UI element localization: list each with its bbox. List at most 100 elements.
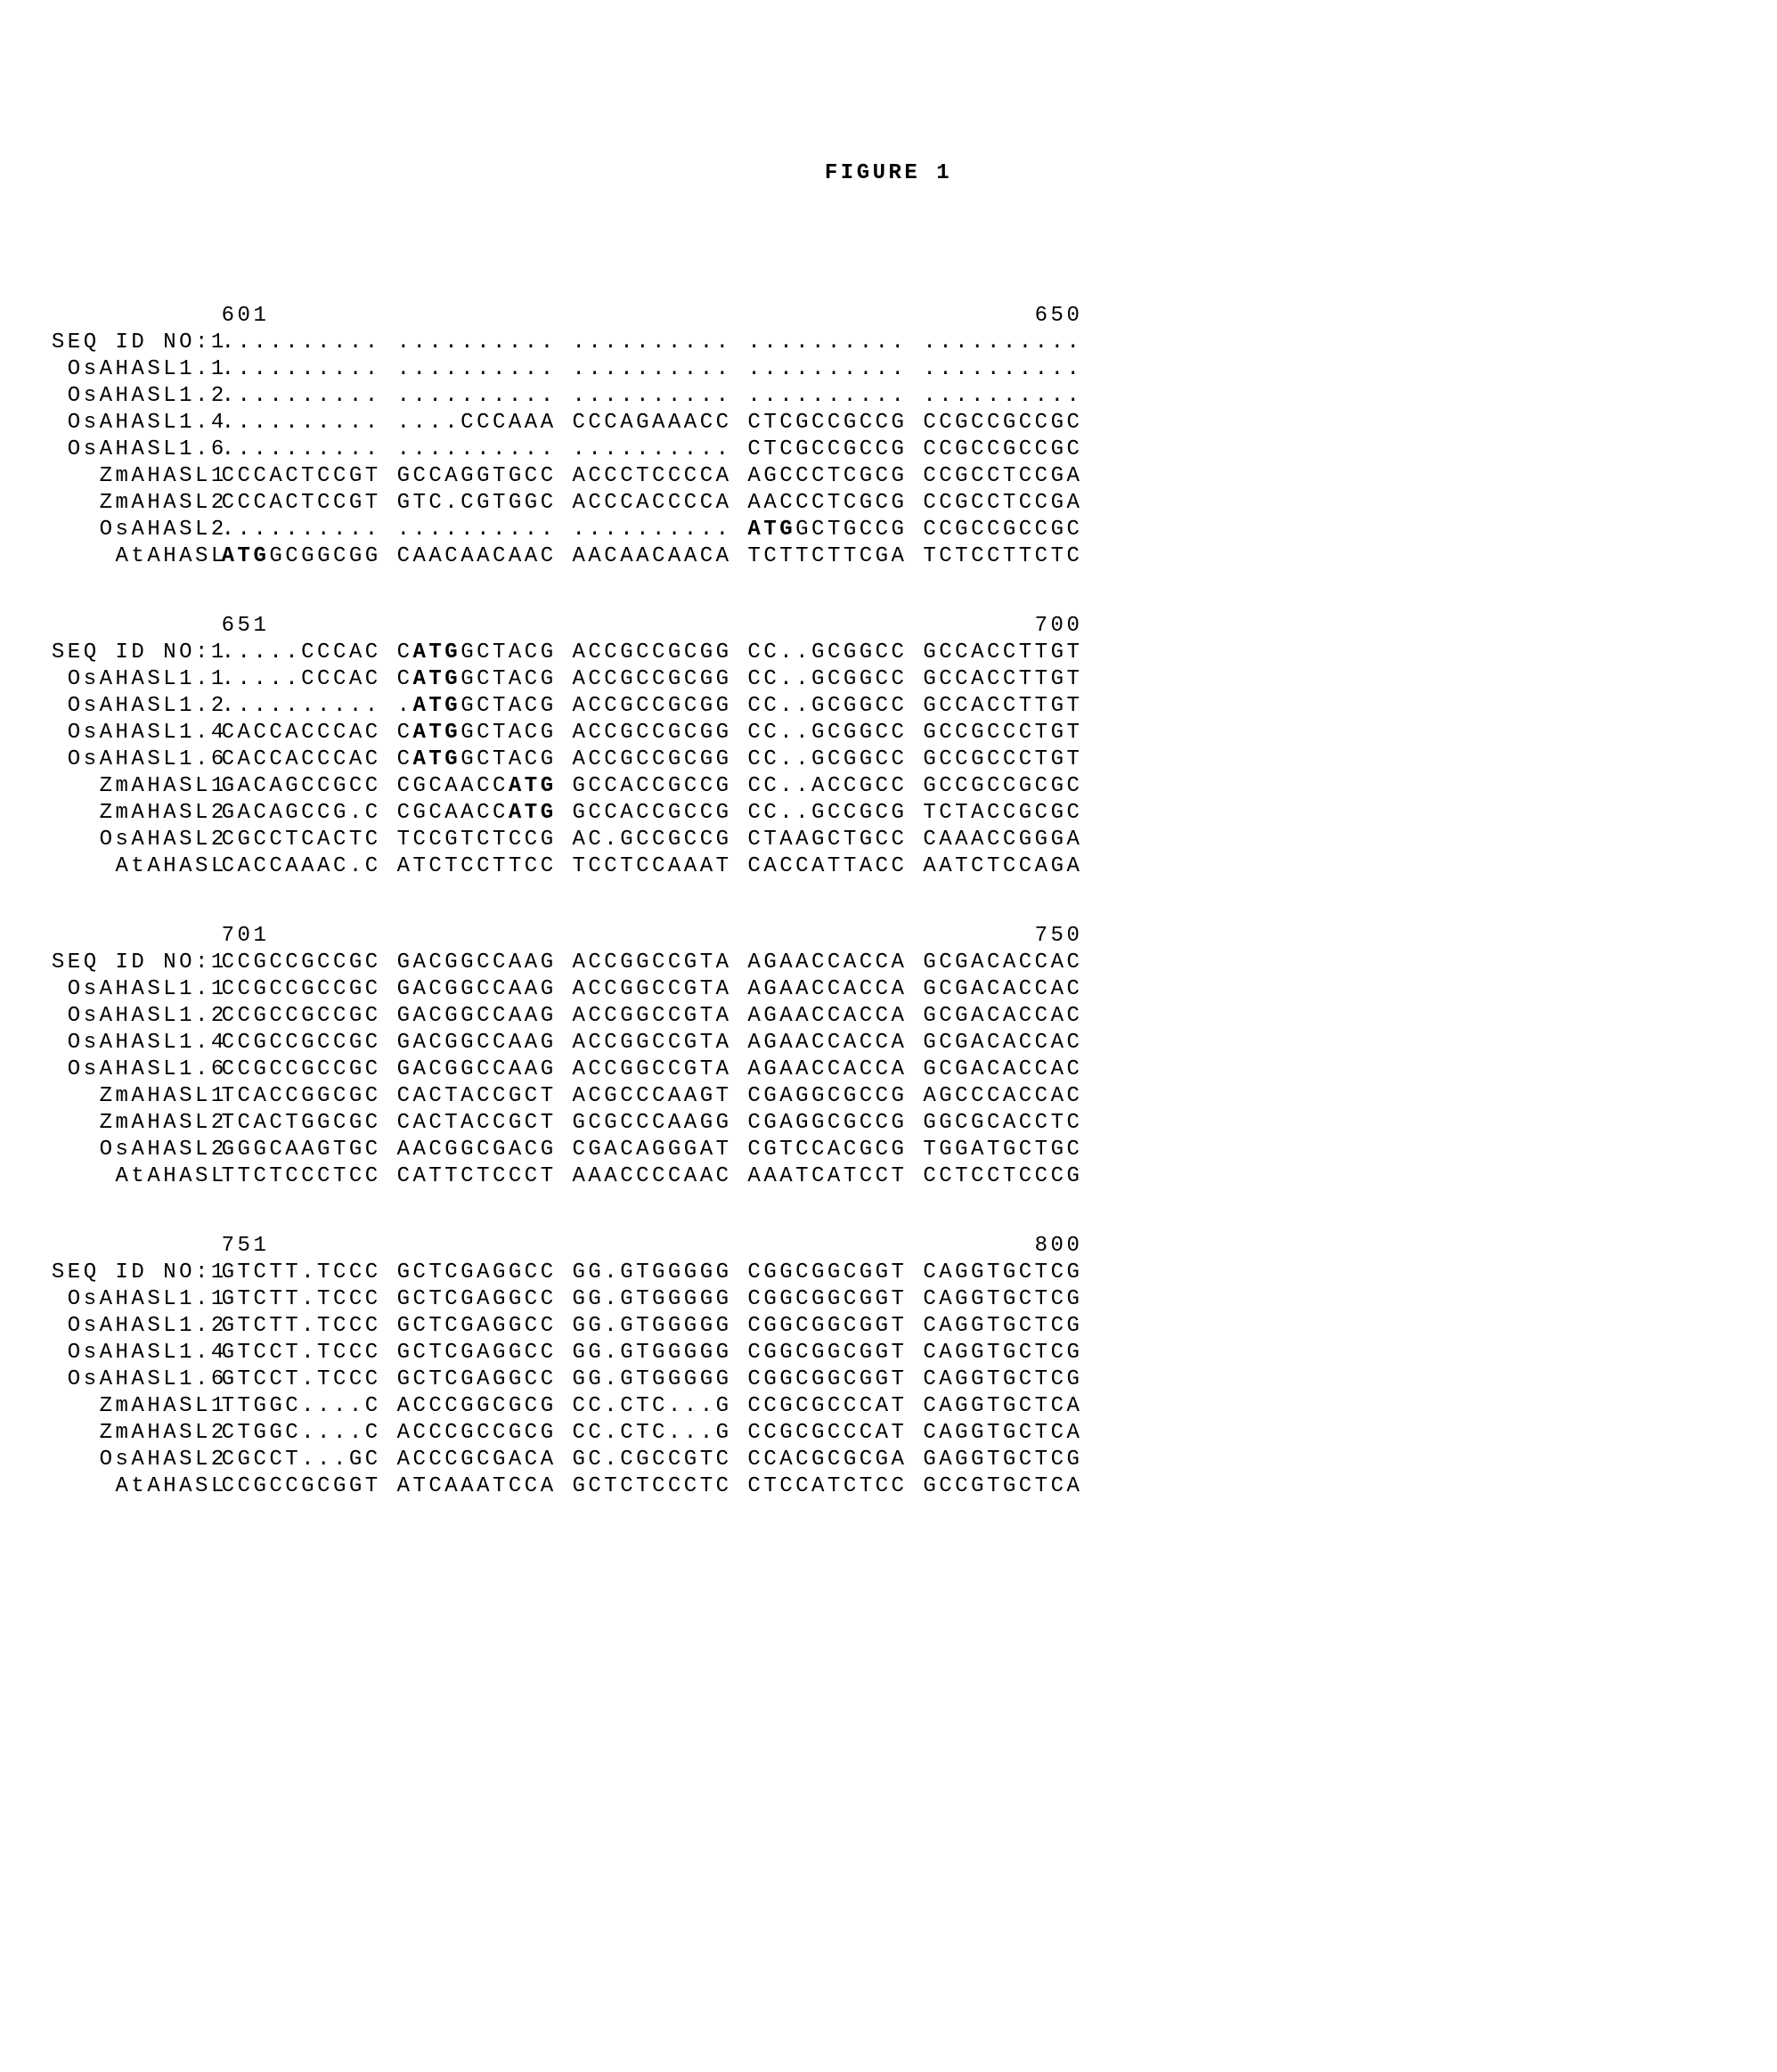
sequence-data: CTGGC....C ACCCGCCGCG CC.CTC...G CCGCGCC…: [222, 1421, 1083, 1445]
sequence-name: OsAHASL1.4: [36, 410, 190, 436]
sequence-row: OsAHASL1.2 CCGCCGCCGC GACGGCCAAG ACCGGCC…: [36, 1003, 1741, 1030]
sequence-row: OsAHASL1.6 CCGCCGCCGC GACGGCCAAG ACCGGCC…: [36, 1056, 1741, 1083]
sequence-row: ZmAHASL1 CCCACTCCGT GCCAGGTGCC ACCCTCCCC…: [36, 463, 1741, 490]
pos-label: [36, 923, 190, 950]
sequence-data: CCGCCGCCGC GACGGCCAAG ACCGGCCGTA AGAACCA…: [222, 1031, 1083, 1055]
sequence-row: ZmAHASL1 GACAGCCGCC CGCAACCATG GCCACCGCC…: [36, 773, 1741, 800]
sequence-row: OsAHASL1.4 CCGCCGCCGC GACGGCCAAG ACCGGCC…: [36, 1030, 1741, 1056]
alignment-block: 751 800 SEQ ID NO:1 GTCTT.TCCC GCTCGAGGC…: [36, 1233, 1741, 1500]
sequence-row: OsAHASL1.6 GTCCT.TCCC GCTCGAGGCC GG.GTGG…: [36, 1366, 1741, 1393]
sequence-name: OsAHASL1.4: [36, 720, 190, 746]
sequence-data: GTCTT.TCCC GCTCGAGGCC GG.GTGGGGG CGGCGGC…: [222, 1287, 1083, 1311]
sequence-data: CGCCT...GC ACCCGCGACA GC.CGCCGTC CCACGCG…: [222, 1448, 1083, 1472]
sequence-name: OsAHASL2: [36, 1447, 190, 1473]
sequence-name: SEQ ID NO:1: [36, 640, 190, 666]
sequence-data: TCACCGGCGC CACTACCGCT ACGCCCAAGT CGAGGCG…: [222, 1084, 1083, 1108]
pos-label: [36, 613, 190, 640]
sequence-data: .......... .......... .......... ATGGCTG…: [222, 518, 1083, 542]
sequence-row: OsAHASL1.1 .......... .......... .......…: [36, 356, 1741, 383]
sequence-name: ZmAHASL2: [36, 800, 190, 827]
pos-label: [36, 303, 190, 330]
sequence-name: ZmAHASL2: [36, 1420, 190, 1447]
sequence-row: AtAHASL TTCTCCCTCC CATTCTCCCT AAACCCCAAC…: [36, 1163, 1741, 1190]
sequence-name: OsAHASL1.6: [36, 1366, 190, 1393]
sequence-data: TTCTCCCTCC CATTCTCCCT AAACCCCAAC AAATCAT…: [222, 1164, 1083, 1188]
sequence-name: OsAHASL2: [36, 517, 190, 543]
sequence-name: OsAHASL1.2: [36, 693, 190, 720]
sequence-name: ZmAHASL1: [36, 463, 190, 490]
sequence-data: .....CCCAC CATGGCTACG ACCGCCGCGG CC..GCG…: [222, 640, 1083, 665]
sequence-row: OsAHASL1.6 .......... .......... .......…: [36, 436, 1741, 463]
sequence-data: CCCACTCCGT GCCAGGTGCC ACCCTCCCCA AGCCCTC…: [222, 464, 1083, 488]
sequence-row: AtAHASL CACCAAAC.C ATCTCCTTCC TCCTCCAAAT…: [36, 853, 1741, 880]
sequence-name: SEQ ID NO:1: [36, 950, 190, 976]
sequence-data: GTCTT.TCCC GCTCGAGGCC GG.GTGGGGG CGGCGGC…: [222, 1260, 1083, 1285]
sequence-row: ZmAHASL2 TCACTGGCGC CACTACCGCT GCGCCCAAG…: [36, 1110, 1741, 1137]
sequence-row: OsAHASL1.1 .....CCCAC CATGGCTACG ACCGCCG…: [36, 666, 1741, 693]
sequence-data: .......... ....CCCAAA CCCAGAAACC CTCGCCG…: [222, 411, 1083, 435]
sequence-row: OsAHASL1.2 .......... .ATGGCTACG ACCGCCG…: [36, 693, 1741, 720]
sequence-row: OsAHASL1.4 .......... ....CCCAAA CCCAGAA…: [36, 410, 1741, 436]
sequence-name: ZmAHASL2: [36, 1110, 190, 1137]
sequence-data: CACCACCCAC CATGGCTACG ACCGCCGCGG CC..GCG…: [222, 721, 1083, 745]
sequence-row: OsAHASL1.2 .......... .......... .......…: [36, 383, 1741, 410]
sequence-data: CCGCCGCGGT ATCAAATCCA GCTCTCCCTC CTCCATC…: [222, 1474, 1083, 1498]
sequence-name: ZmAHASL1: [36, 1393, 190, 1420]
sequence-data: CCCACTCCGT GTC.CGTGGC ACCCACCCCA AACCCTC…: [222, 491, 1083, 515]
sequence-name: ZmAHASL1: [36, 1083, 190, 1110]
sequence-row: OsAHASL1.4 GTCCT.TCCC GCTCGAGGCC GG.GTGG…: [36, 1340, 1741, 1366]
sequence-name: AtAHASL: [36, 853, 190, 880]
sequence-row: SEQ ID NO:1 CCGCCGCCGC GACGGCCAAG ACCGGC…: [36, 950, 1741, 976]
sequence-data: .....CCCAC CATGGCTACG ACCGCCGCGG CC..GCG…: [222, 667, 1083, 691]
pos-label: [36, 1233, 190, 1260]
sequence-row: ZmAHASL2 CTGGC....C ACCCGCCGCG CC.CTC...…: [36, 1420, 1741, 1447]
position-row: 651 700: [36, 613, 1741, 640]
sequence-name: OsAHASL1.1: [36, 1286, 190, 1313]
sequence-name: ZmAHASL2: [36, 490, 190, 517]
sequence-data: CCGCCGCCGC GACGGCCAAG ACCGGCCGTA AGAACCA…: [222, 1057, 1083, 1081]
sequence-name: SEQ ID NO:1: [36, 330, 190, 356]
sequence-data: CCGCCGCCGC GACGGCCAAG ACCGGCCGTA AGAACCA…: [222, 950, 1083, 975]
position-row: 701 750: [36, 923, 1741, 950]
sequence-data: CACCAAAC.C ATCTCCTTCC TCCTCCAAAT CACCATT…: [222, 854, 1083, 878]
sequence-name: OsAHASL1.2: [36, 383, 190, 410]
sequence-row: OsAHASL1.2 GTCTT.TCCC GCTCGAGGCC GG.GTGG…: [36, 1313, 1741, 1340]
sequence-row: OsAHASL1.4 CACCACCCAC CATGGCTACG ACCGCCG…: [36, 720, 1741, 746]
sequence-row: OsAHASL2 CGCCT...GC ACCCGCGACA GC.CGCCGT…: [36, 1447, 1741, 1473]
sequence-name: OsAHASL1.4: [36, 1030, 190, 1056]
sequence-data: CCGCCGCCGC GACGGCCAAG ACCGGCCGTA AGAACCA…: [222, 977, 1083, 1001]
sequence-data: CACCACCCAC CATGGCTACG ACCGCCGCGG CC..GCG…: [222, 747, 1083, 771]
sequence-name: AtAHASL: [36, 543, 190, 570]
sequence-name: OsAHASL1.2: [36, 1313, 190, 1340]
sequence-row: OsAHASL1.1 GTCTT.TCCC GCTCGAGGCC GG.GTGG…: [36, 1286, 1741, 1313]
sequence-name: OsAHASL1.1: [36, 356, 190, 383]
sequence-data: .......... .......... .......... .......…: [222, 330, 1083, 355]
sequence-data: .......... .ATGGCTACG ACCGCCGCGG CC..GCG…: [222, 694, 1083, 718]
sequence-name: OsAHASL1.1: [36, 976, 190, 1003]
sequence-row: ZmAHASL2 CCCACTCCGT GTC.CGTGGC ACCCACCCC…: [36, 490, 1741, 517]
position-row: 751 800: [36, 1233, 1741, 1260]
sequence-data: GGGCAAGTGC AACGGCGACG CGACAGGGAT CGTCCAC…: [222, 1138, 1083, 1162]
position-row: 601 650: [36, 303, 1741, 330]
sequence-row: SEQ ID NO:1 GTCTT.TCCC GCTCGAGGCC GG.GTG…: [36, 1260, 1741, 1286]
sequence-name: OsAHASL1.6: [36, 1056, 190, 1083]
sequence-data: .......... .......... .......... .......…: [222, 357, 1083, 381]
sequence-name: OsAHASL1.2: [36, 1003, 190, 1030]
sequence-row: ZmAHASL1 TTGGC....C ACCCGGCGCG CC.CTC...…: [36, 1393, 1741, 1420]
sequence-name: OsAHASL1.6: [36, 746, 190, 773]
sequence-name: OsAHASL1.1: [36, 666, 190, 693]
alignment-block: 601 650 SEQ ID NO:1 .......... .........…: [36, 303, 1741, 570]
alignment-block: 651 700 SEQ ID NO:1 .....CCCAC CATGGCTAC…: [36, 613, 1741, 880]
alignment-block: 701 750 SEQ ID NO:1 CCGCCGCCGC GACGGCCAA…: [36, 923, 1741, 1190]
alignment-container: 601 650 SEQ ID NO:1 .......... .........…: [36, 303, 1741, 1500]
sequence-data: GACAGCCG.C CGCAACCATG GCCACCGCCG CC..GCC…: [222, 801, 1083, 825]
sequence-data: CGCCTCACTC TCCGTCTCCG AC.GCCGCCG CTAAGCT…: [222, 828, 1083, 852]
sequence-row: OsAHASL1.1 CCGCCGCCGC GACGGCCAAG ACCGGCC…: [36, 976, 1741, 1003]
sequence-name: SEQ ID NO:1: [36, 1260, 190, 1286]
sequence-data: ATGGCGGCGG CAACAACAAC AACAACAACA TCTTCTT…: [222, 544, 1083, 568]
sequence-row: OsAHASL1.6 CACCACCCAC CATGGCTACG ACCGCCG…: [36, 746, 1741, 773]
sequence-row: OsAHASL2 GGGCAAGTGC AACGGCGACG CGACAGGGA…: [36, 1137, 1741, 1163]
sequence-name: ZmAHASL1: [36, 773, 190, 800]
sequence-row: AtAHASL CCGCCGCGGT ATCAAATCCA GCTCTCCCTC…: [36, 1473, 1741, 1500]
sequence-data: GTCCT.TCCC GCTCGAGGCC GG.GTGGGGG CGGCGGC…: [222, 1367, 1083, 1391]
